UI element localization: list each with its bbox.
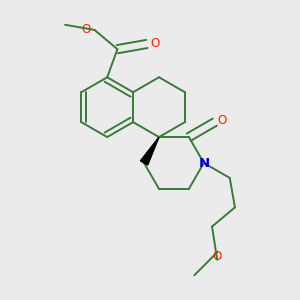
- Text: O: O: [82, 23, 91, 36]
- Text: N: N: [199, 158, 210, 170]
- Polygon shape: [140, 137, 159, 165]
- Text: O: O: [213, 250, 222, 262]
- Text: O: O: [218, 114, 227, 127]
- Text: O: O: [151, 38, 160, 50]
